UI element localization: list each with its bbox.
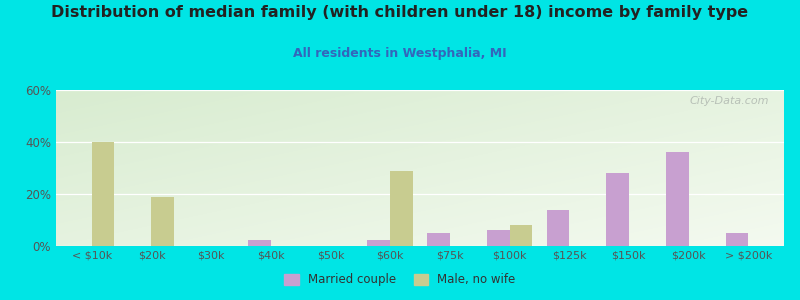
Bar <box>427 233 450 246</box>
Bar <box>248 239 271 246</box>
Bar <box>390 171 413 246</box>
Bar <box>510 225 532 246</box>
Bar <box>92 142 114 246</box>
Bar <box>606 173 629 246</box>
Bar <box>666 152 689 246</box>
Bar <box>546 210 569 246</box>
Bar <box>726 233 748 246</box>
Legend: Married couple, Male, no wife: Married couple, Male, no wife <box>280 269 520 291</box>
Bar <box>367 239 390 246</box>
Text: All residents in Westphalia, MI: All residents in Westphalia, MI <box>293 46 507 59</box>
Bar <box>151 196 174 246</box>
Text: City-Data.com: City-Data.com <box>690 96 770 106</box>
Bar <box>487 230 510 246</box>
Text: Distribution of median family (with children under 18) income by family type: Distribution of median family (with chil… <box>51 4 749 20</box>
